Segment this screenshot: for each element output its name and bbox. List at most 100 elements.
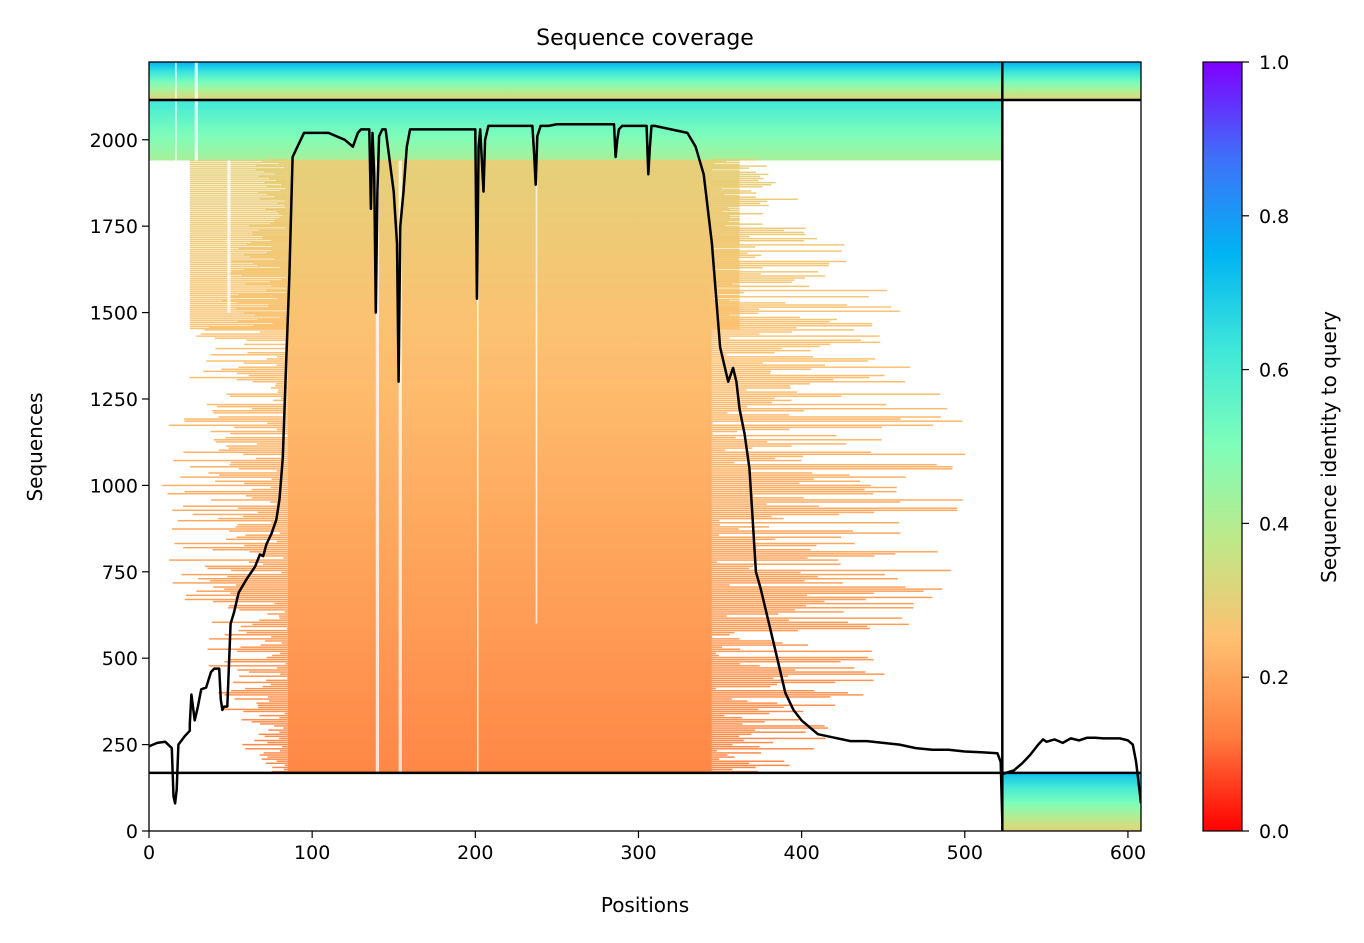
coverage-streak bbox=[222, 369, 288, 370]
coverage-streak bbox=[203, 371, 288, 372]
coverage-streak bbox=[184, 418, 288, 419]
coverage-streak bbox=[190, 280, 740, 281]
coverage-streak bbox=[239, 609, 287, 610]
coverage-streak bbox=[243, 711, 287, 712]
coverage-streak bbox=[183, 547, 288, 548]
coverage-streak bbox=[190, 303, 740, 304]
coverage-streak bbox=[190, 199, 740, 200]
colorbar-tick-label: 0.0 bbox=[1259, 821, 1289, 843]
coverage-streak bbox=[274, 725, 288, 726]
coverage-streak bbox=[190, 251, 740, 252]
coverage-streak bbox=[237, 669, 287, 670]
coverage-streak bbox=[712, 425, 933, 426]
coverage-streak bbox=[272, 655, 288, 656]
coverage-streak bbox=[260, 754, 288, 755]
coverage-streak bbox=[168, 493, 288, 494]
coverage-streak bbox=[712, 358, 875, 359]
coverage-streak bbox=[712, 526, 769, 527]
coverage-streak bbox=[253, 381, 288, 382]
coverage-streak bbox=[230, 396, 288, 397]
coverage-streak bbox=[190, 201, 740, 202]
coverage-streak bbox=[190, 268, 740, 269]
coverage-streak bbox=[224, 709, 287, 710]
coverage-streak bbox=[190, 324, 740, 325]
coverage-streak bbox=[238, 508, 288, 509]
coverage-streak bbox=[227, 576, 287, 577]
coverage-streak bbox=[228, 659, 288, 660]
coverage-streak bbox=[246, 495, 288, 496]
coverage-streak bbox=[225, 634, 288, 635]
coverage-streak bbox=[712, 595, 807, 596]
coverage-streak bbox=[190, 284, 740, 285]
coverage-streak bbox=[712, 607, 913, 608]
high-identity-group-block bbox=[149, 100, 1002, 160]
coverage-streak bbox=[712, 705, 835, 706]
coverage-streak bbox=[279, 615, 288, 616]
coverage-streak bbox=[212, 622, 288, 623]
coverage-streak bbox=[234, 698, 287, 699]
coverage-streak bbox=[227, 393, 288, 394]
coverage-streak bbox=[712, 661, 841, 662]
coverage-streak bbox=[283, 557, 287, 558]
coverage-streak bbox=[190, 176, 740, 177]
coverage-streak bbox=[271, 522, 287, 523]
coverage-streak bbox=[712, 400, 792, 401]
coverage-streak bbox=[712, 433, 713, 434]
coverage-streak bbox=[208, 649, 288, 650]
coverage-streak bbox=[712, 657, 868, 658]
coverage-streak bbox=[210, 580, 288, 581]
coverage-streak bbox=[712, 682, 835, 683]
coverage-streak bbox=[198, 578, 288, 579]
coverage-streak bbox=[212, 410, 288, 411]
x-tick-label: 300 bbox=[620, 842, 656, 864]
coverage-streak bbox=[190, 301, 740, 302]
coverage-streak bbox=[208, 472, 287, 473]
coverage-streak bbox=[712, 619, 789, 620]
coverage-streak bbox=[712, 632, 734, 633]
coverage-streak bbox=[712, 717, 742, 718]
coverage-streak bbox=[712, 700, 748, 701]
y-tick-label: 250 bbox=[102, 735, 138, 757]
coverage-streak bbox=[190, 218, 740, 219]
coverage-streak bbox=[190, 263, 740, 264]
coverage-streak bbox=[712, 344, 830, 345]
coverage-streak bbox=[712, 481, 860, 482]
coverage-streak bbox=[712, 675, 788, 676]
coverage-streak bbox=[201, 333, 288, 334]
coverage-streak bbox=[712, 534, 719, 535]
coverage-streak bbox=[712, 549, 811, 550]
coverage-streak bbox=[229, 605, 288, 606]
coverage-streak bbox=[285, 765, 288, 766]
coverage-streak bbox=[712, 431, 737, 432]
colorbar-ticks: 0.00.20.40.60.81.0 bbox=[1242, 52, 1289, 843]
coverage-streak bbox=[190, 249, 740, 250]
coverage-streak bbox=[712, 441, 767, 442]
coverage-streak bbox=[712, 491, 897, 492]
coverage-streak bbox=[712, 561, 717, 562]
coverage-streak bbox=[231, 570, 288, 571]
coverage-streak bbox=[712, 396, 841, 397]
coverage-streak bbox=[263, 686, 288, 687]
coverage-streak bbox=[712, 729, 755, 730]
coverage-streak bbox=[242, 744, 287, 745]
coverage-streak bbox=[712, 443, 846, 444]
coverage-streak bbox=[712, 711, 803, 712]
coverage-streak bbox=[712, 422, 713, 423]
coverage-streak bbox=[264, 752, 288, 753]
y-tick-label: 2000 bbox=[90, 130, 138, 152]
y-tick-label: 750 bbox=[102, 562, 138, 584]
coverage-streak bbox=[712, 393, 940, 394]
coverage-streak bbox=[190, 222, 740, 223]
coverage-streak bbox=[269, 700, 288, 701]
coverage-streak bbox=[265, 640, 288, 641]
coverage-streak bbox=[267, 756, 287, 757]
coverage-streak bbox=[712, 545, 817, 546]
coverage-streak bbox=[712, 402, 772, 403]
coverage-streak bbox=[216, 441, 288, 442]
coverage-streak bbox=[712, 522, 899, 523]
coverage-streak bbox=[712, 615, 727, 616]
coverage-streak bbox=[190, 160, 740, 161]
coverage-streak bbox=[712, 721, 765, 722]
